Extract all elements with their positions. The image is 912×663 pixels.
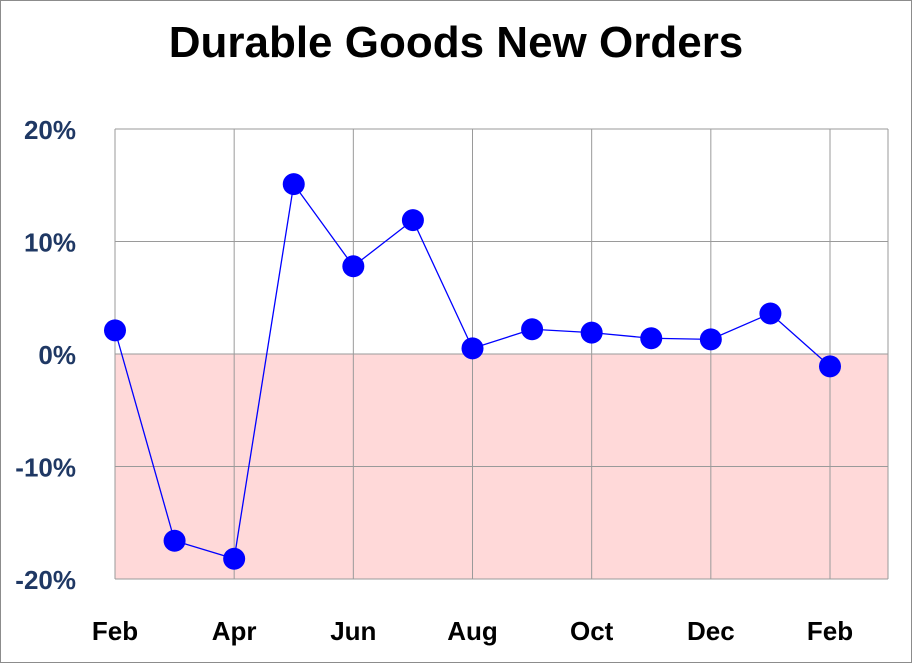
data-point — [223, 547, 246, 570]
x-tick-label: Dec — [687, 616, 735, 646]
data-point — [521, 318, 544, 341]
data-point — [759, 302, 782, 325]
data-point — [342, 255, 365, 278]
data-point — [401, 209, 424, 232]
x-tick-label: Feb — [92, 616, 138, 646]
data-point — [461, 337, 484, 360]
x-tick-label: Apr — [212, 616, 257, 646]
data-point — [699, 328, 722, 351]
y-tick-label: 20% — [24, 115, 76, 145]
data-point — [104, 319, 126, 342]
series-group — [104, 173, 841, 570]
x-axis-ticks: Feb Apr Jun Aug Oct Dec Feb — [92, 616, 853, 646]
x-tick-label: Feb — [807, 616, 853, 646]
y-tick-label: 10% — [24, 228, 76, 258]
data-point — [580, 321, 603, 344]
y-tick-label: -10% — [15, 453, 76, 483]
y-axis-ticks: 20% 10% 0% -10% -20% — [15, 115, 76, 595]
y-tick-label: 0% — [38, 340, 76, 370]
y-tick-label: -20% — [15, 565, 76, 595]
chart-title: Durable Goods New Orders — [168, 18, 744, 67]
x-tick-label: Aug — [447, 616, 498, 646]
data-point — [282, 173, 305, 196]
x-tick-label: Jun — [330, 616, 376, 646]
x-tick-label: Oct — [570, 616, 614, 646]
data-point — [640, 327, 663, 350]
data-point — [819, 355, 841, 378]
data-point — [163, 529, 186, 552]
